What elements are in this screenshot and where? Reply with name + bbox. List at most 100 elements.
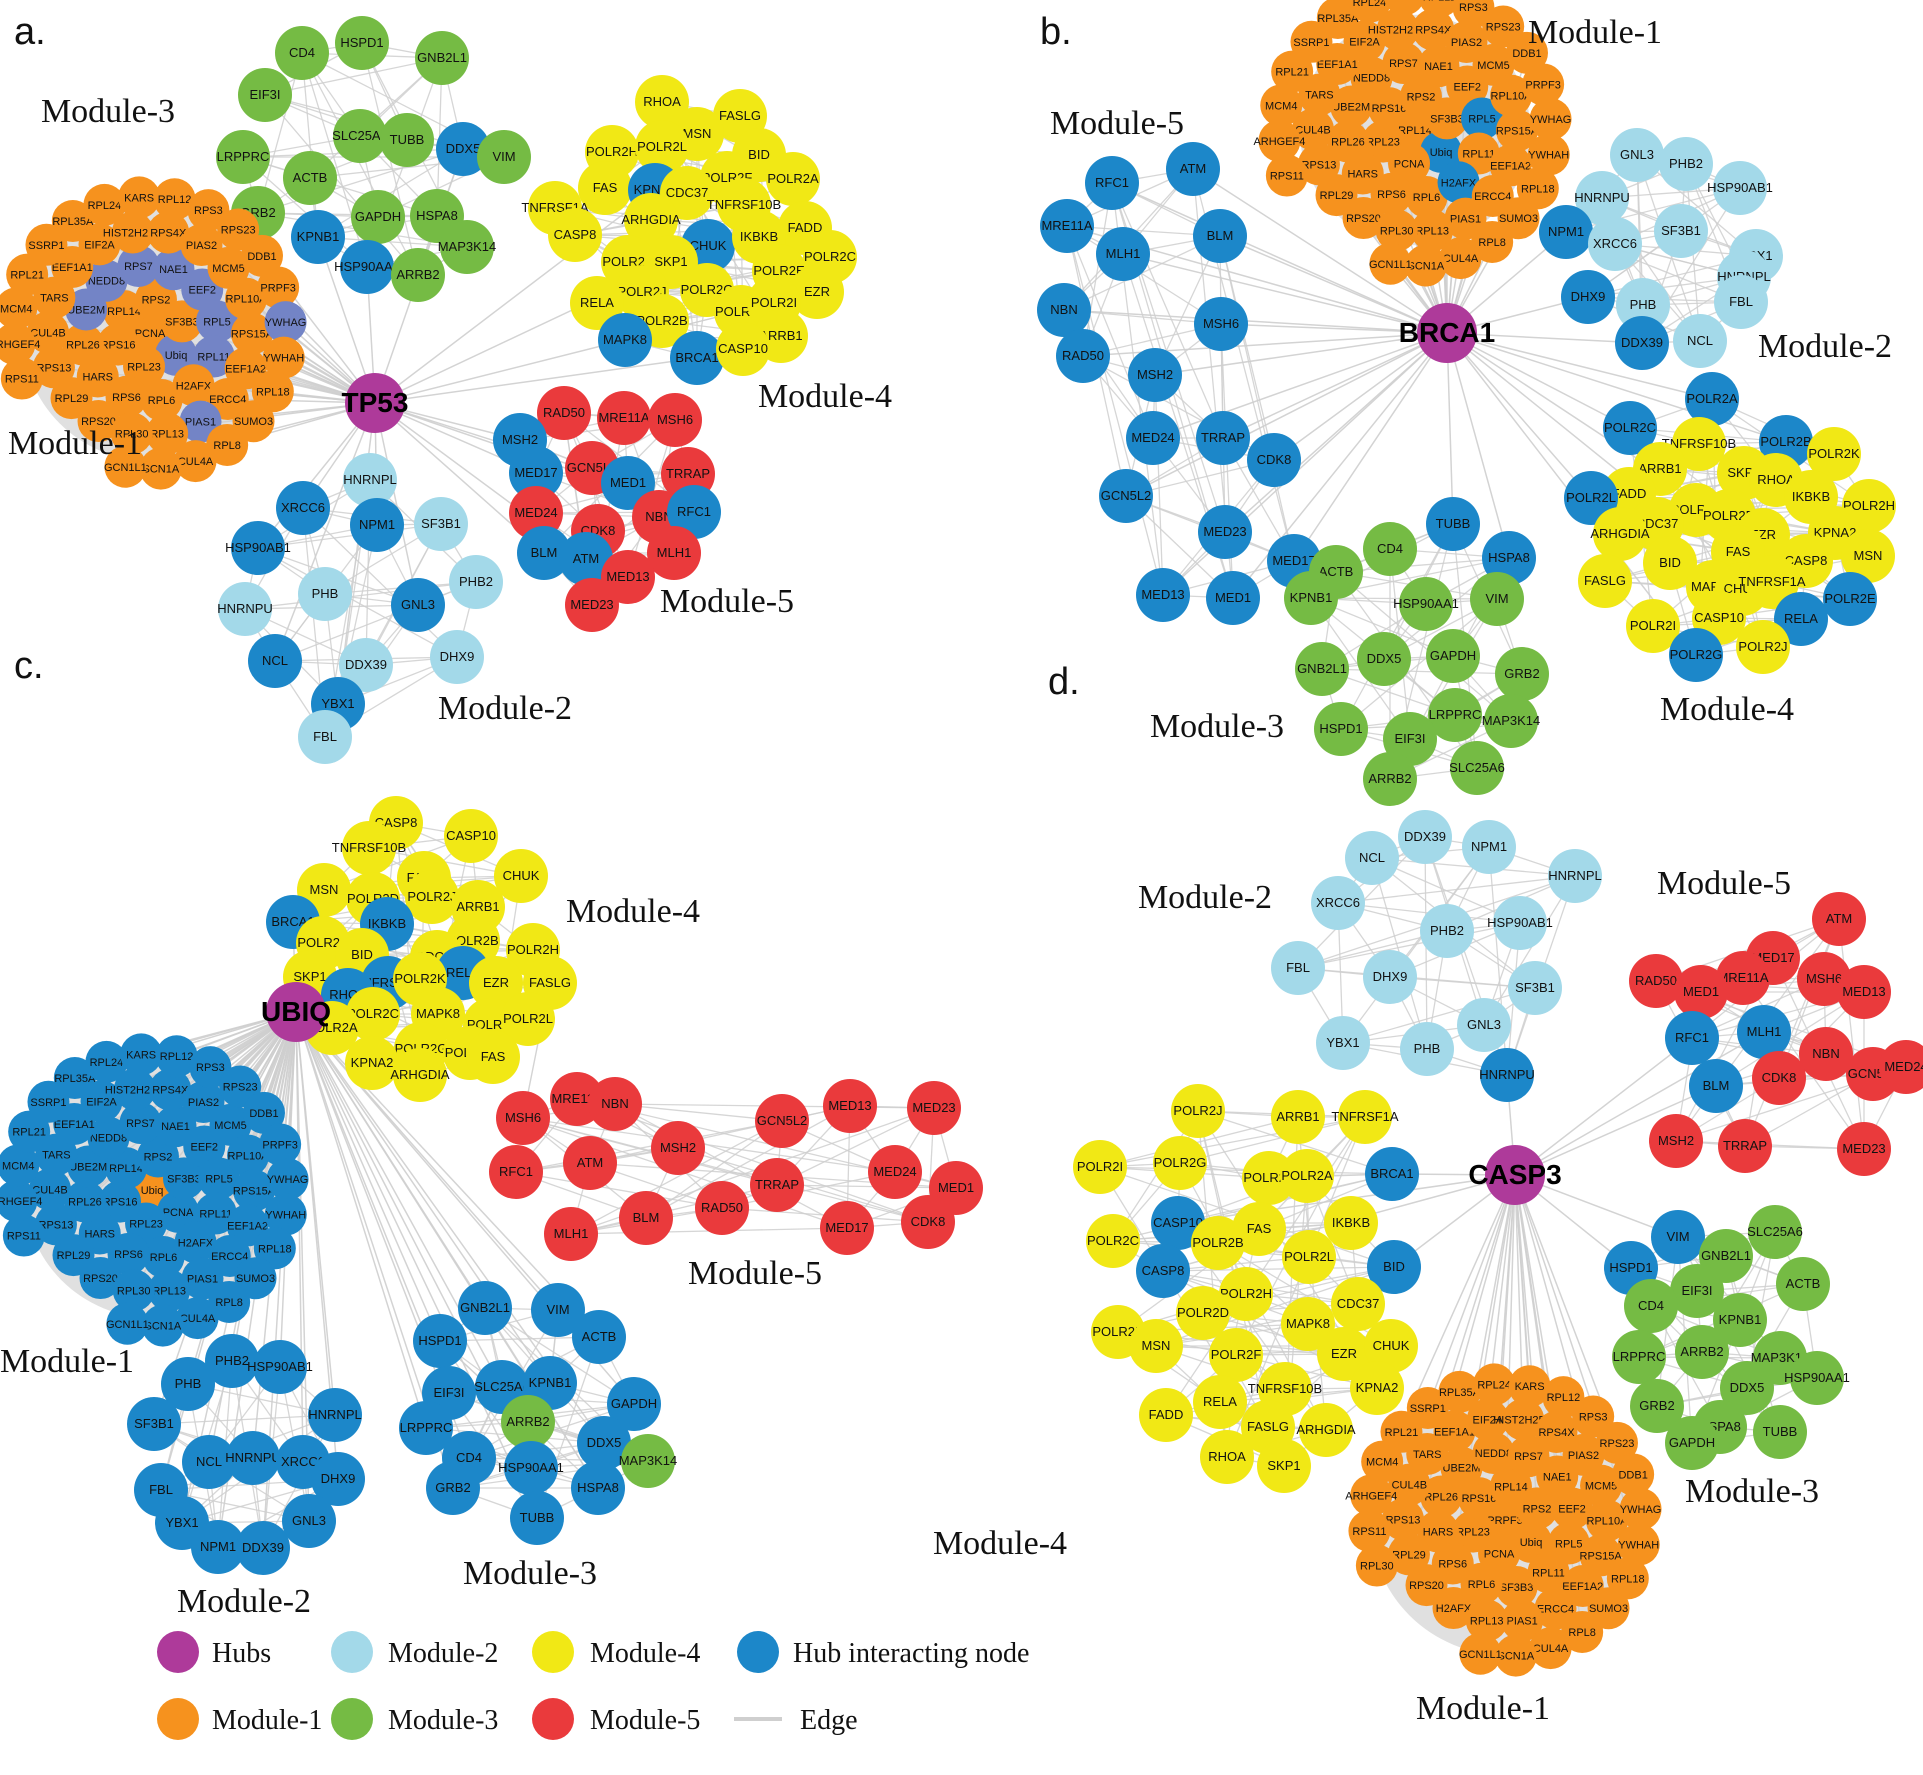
node-label: POLR2K: [1808, 446, 1860, 461]
module-node-circle: [544, 1207, 598, 1261]
node-label: ERCC4: [1537, 1604, 1574, 1616]
hub-interacting-node-circle: [236, 1521, 290, 1575]
edge: [1838, 918, 1865, 1150]
node-label: MLH1: [657, 545, 692, 560]
module-node-circle: [1529, 98, 1572, 141]
hub-interacting-node-circle: [504, 1441, 558, 1495]
node-TUBB: TUBB: [1753, 1405, 1807, 1459]
node-label: MAPK8: [416, 1006, 460, 1021]
node-label: ARHGDIA: [1590, 526, 1650, 541]
node-RHOA: RHOA: [1200, 1430, 1254, 1484]
node-ARHGDIA: ARHGDIA: [621, 193, 681, 247]
module-node-circle: [1841, 529, 1895, 583]
node-RPL10A: RPL10A: [1585, 1499, 1628, 1542]
node-label: SLC25A6: [1449, 760, 1505, 775]
node-label: RPL24: [1353, 0, 1387, 9]
node-label: YWHAG: [267, 1174, 309, 1186]
node-label: POLR2C: [804, 249, 856, 264]
node-HSP90AA1: HSP90AA1: [1393, 577, 1459, 631]
node-label: POLR2B: [636, 313, 687, 328]
node-LRPPRC: LRPPRC: [1612, 1330, 1666, 1384]
node-CUL4A: CUL4A: [174, 440, 217, 483]
node-label: RPS7: [1389, 58, 1418, 70]
node-ARHGEF4: ARHGEF4: [1253, 119, 1305, 162]
hub-interacting-node-circle: [155, 1035, 198, 1078]
node-label: TARS: [40, 293, 69, 305]
node-NBN: NBN: [588, 1077, 642, 1131]
node-POLR2A: POLR2A: [1280, 1149, 1334, 1203]
hub-interacting-node-circle: [667, 485, 721, 539]
module-node-circle: [1495, 647, 1549, 701]
node-label: POLR2E: [1824, 591, 1876, 606]
module-node-circle: [1580, 1464, 1623, 1507]
node-MSH2: MSH2: [1649, 1114, 1703, 1168]
node-label: LRPPRC: [217, 149, 270, 164]
node-label: HARS: [82, 372, 113, 384]
module-node-circle: [0, 322, 36, 365]
node-RPL30: RPL30: [112, 1269, 155, 1312]
hub-edge: [1446, 332, 1787, 443]
node-label: NAE1: [159, 264, 188, 276]
hub-interacting-node-circle: [1367, 1240, 1421, 1294]
node-label: RPS11: [5, 374, 39, 386]
node-label: NPM1: [1471, 839, 1507, 854]
hub-interacting-node-circle: [226, 1431, 280, 1485]
hub-TP53: TP53: [342, 373, 408, 433]
node-label: PHB2: [1430, 923, 1464, 938]
node-label: BLM: [1703, 1078, 1730, 1093]
hub-edge: [1446, 332, 1631, 429]
node-RPL8: RPL8: [206, 423, 249, 466]
node-POLR2L: POLR2L: [635, 120, 689, 174]
module-node-circle: [1672, 417, 1726, 471]
hub-edge: [1063, 309, 1448, 334]
node-label: YWHAH: [263, 353, 304, 365]
hub-interacting-node-circle: [311, 1452, 365, 1506]
node-MLH1: MLH1: [1096, 227, 1150, 281]
node-POLR2F: POLR2F: [1209, 1328, 1263, 1382]
node-label: RPL14: [107, 306, 141, 318]
module-node-circle: [1610, 128, 1664, 182]
node-label: MCM5: [1477, 60, 1509, 72]
module-node-circle: [1501, 1599, 1544, 1642]
module-node-circle: [1616, 278, 1670, 332]
node-label: PIAS2: [1451, 37, 1482, 49]
node-label: RPL8: [213, 440, 241, 452]
module-node-circle: [1837, 1122, 1891, 1176]
node-label: VIM: [546, 1302, 569, 1317]
module-node-circle: [1490, 74, 1533, 117]
node-label: POLR2A: [767, 171, 819, 186]
node-FBL: FBL: [1271, 941, 1325, 995]
node-label: RPL24: [1477, 1379, 1511, 1391]
node-label: MED13: [828, 1098, 871, 1113]
node-DDX5: DDX5: [577, 1416, 631, 1470]
node-label: RPL35A: [1317, 13, 1359, 25]
node-POLR2E: POLR2E: [1823, 572, 1877, 626]
node-NEDD8: NEDD8: [1350, 56, 1393, 99]
hub-interacting-node-circle: [205, 1334, 259, 1388]
module-label-module-3: Module-3: [463, 1555, 597, 1592]
node-label: CHUK: [1373, 1338, 1410, 1353]
module-node-circle: [1363, 522, 1417, 576]
hub-interacting-node-circle: [1539, 205, 1593, 259]
hub-interacting-node-circle: [208, 1280, 251, 1323]
module-node-circle: [1375, 209, 1418, 252]
module-node-circle: [1484, 694, 1538, 748]
node-label: MAPK8: [603, 332, 647, 347]
module-node-circle: [1472, 1431, 1515, 1474]
node-label: RPL26: [1331, 137, 1365, 149]
node-GCN5L2: GCN5L2: [755, 1094, 809, 1148]
node-label: MED23: [570, 597, 613, 612]
node-KPNB1: KPNB1: [291, 210, 345, 264]
node-label: MSN: [310, 882, 339, 897]
hub-label: UBIQ: [261, 996, 331, 1027]
node-label: EIF2A: [1473, 1414, 1504, 1426]
node-label: CUL4A: [1533, 1643, 1569, 1655]
node-RELA: RELA: [1193, 1375, 1247, 1429]
hub-interacting-node-circle: [113, 1068, 156, 1111]
module-node-circle: [901, 1195, 955, 1249]
node-label: MED1: [1215, 590, 1251, 605]
hub-node-circle: [1485, 1145, 1545, 1205]
module-node-circle: [1508, 961, 1562, 1015]
edge: [1219, 235, 1295, 562]
legend-item-module-1: Module-1: [157, 1698, 322, 1740]
